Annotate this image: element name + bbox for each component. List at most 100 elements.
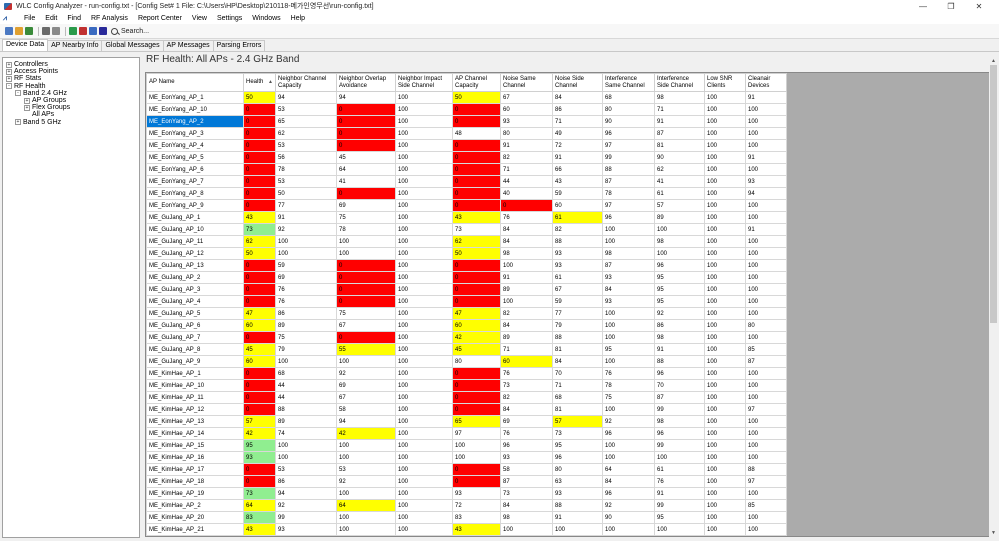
table-row[interactable]: ME_EonYang_AP_10 0 53 0 100 0 60 86 80 71 100 100 [146,103,787,116]
ap-name-cell[interactable]: ME_GuJang_AP_8 [146,343,244,356]
menu-windows[interactable]: Windows [252,14,281,22]
ap-name-cell[interactable]: ME_GuJang_AP_6 [146,319,244,332]
ap-name-cell[interactable]: ME_KimHae_AP_12 [146,403,244,416]
table-row[interactable]: ME_KimHae_AP_19 73 94 100 100 93 73 93 96 91 100 10… [146,487,787,500]
ap-name-cell[interactable]: ME_KimHae_AP_11 [146,391,244,404]
table-row[interactable]: ME_EonYang_AP_5 0 56 45 100 0 82 91 99 90 100 91 [146,151,787,164]
sort-ascending-icon[interactable]: ▲ [268,79,273,86]
table-row[interactable]: ME_KimHae_AP_20 83 99 100 100 83 98 91 90 95 100 10… [146,511,787,524]
ap-name-cell[interactable]: ME_KimHae_AP_17 [146,463,244,476]
tree-item[interactable]: + Controllers [3,61,139,68]
expand-icon[interactable]: + [24,104,30,111]
column-header[interactable]: Neighbor Overlap Avoidance [336,73,396,92]
table-row[interactable]: ME_GuJang_AP_1 43 91 75 100 43 76 61 96 89 100 100 [146,211,787,224]
column-header[interactable]: Noise Side Channel [552,73,603,92]
close-button[interactable]: ✕ [975,1,983,11]
table-row[interactable]: ME_EonYang_AP_4 0 53 0 100 0 91 72 97 81 100 100 [146,139,787,152]
ap-name-cell[interactable]: ME_EonYang_AP_6 [146,163,244,176]
table-row[interactable]: ME_GuJang_AP_7 0 75 0 100 42 89 88 100 98 100 100 [146,331,787,344]
tree-item[interactable]: + AP Groups [3,97,139,104]
table-row[interactable]: ME_GuJang_AP_9 60 100 100 100 80 60 84 100 88 100 8… [146,355,787,368]
menu-edit[interactable]: Edit [45,14,58,22]
ap-name-cell[interactable]: ME_EonYang_AP_7 [146,175,244,188]
ap-name-cell[interactable]: ME_GuJang_AP_11 [146,235,244,248]
tab-ap-nearby-info[interactable]: AP Nearby Info [47,40,103,51]
column-header[interactable]: AP Name [146,73,244,92]
table-row[interactable]: ME_EonYang_AP_6 0 78 64 100 0 71 66 88 62 100 100 [146,163,787,176]
table-row[interactable]: ME_GuJang_AP_6 60 89 67 100 60 84 79 100 86 100 80 [146,319,787,332]
tree-item[interactable]: + Flex Groups [3,104,139,111]
ap-name-cell[interactable]: ME_KimHae_AP_15 [146,439,244,452]
table-row[interactable]: ME_EonYang_AP_9 0 77 69 100 0 0 60 97 57 100 100 [146,199,787,212]
column-header[interactable]: Interference Side Channel [654,73,705,92]
preview-icon[interactable] [52,27,60,35]
ap-name-cell[interactable]: ME_GuJang_AP_9 [146,355,244,368]
analysis-icon[interactable] [89,27,97,35]
ap-name-cell[interactable]: ME_GuJang_AP_10 [146,223,244,236]
table-row[interactable]: ME_EonYang_AP_1 50 94 94 100 50 67 84 68 98 100 91 [146,91,787,104]
report-icon[interactable] [79,27,87,35]
save-icon[interactable] [25,27,33,35]
column-header[interactable]: ▲ Health [243,73,276,92]
tree-item[interactable]: + RF Stats [3,75,139,82]
menu-report-center[interactable]: Report Center [137,14,182,22]
ap-name-cell[interactable]: ME_EonYang_AP_3 [146,127,244,140]
scrollbar-thumb[interactable] [990,65,997,323]
table-row[interactable]: ME_KimHae_AP_2 64 92 64 100 72 84 88 92 99 100 85 [146,499,787,512]
tab-parsing-errors[interactable]: Parsing Errors [212,40,266,51]
table-row[interactable]: ME_KimHae_AP_10 0 44 69 100 0 73 71 78 70 100 100 [146,379,787,392]
tab-device-data[interactable]: Device Data [2,39,49,51]
column-header[interactable]: Interference Same Channel [602,73,655,92]
table-row[interactable]: ME_GuJang_AP_13 0 59 0 100 0 100 93 87 96 100 100 [146,259,787,272]
ap-name-cell[interactable]: ME_KimHae_AP_19 [146,487,244,500]
table-row[interactable]: ME_GuJang_AP_4 0 76 0 100 0 100 59 93 95 100 100 [146,295,787,308]
collapse-icon[interactable]: - [15,90,21,97]
ap-name-cell[interactable]: ME_GuJang_AP_4 [146,295,244,308]
ap-name-cell[interactable]: ME_KimHae_AP_13 [146,415,244,428]
search-button[interactable]: Search... [111,27,149,35]
table-row[interactable]: ME_KimHae_AP_1 0 68 92 100 0 76 70 76 96 100 100 [146,367,787,380]
tree-item[interactable]: + Access Points [3,68,139,75]
new-file-icon[interactable] [5,27,13,35]
ap-name-cell[interactable]: ME_GuJang_AP_3 [146,283,244,296]
table-row[interactable]: ME_GuJang_AP_11 62 100 100 100 62 84 88 100 98 100… [146,235,787,248]
ap-name-cell[interactable]: ME_EonYang_AP_4 [146,139,244,152]
ap-name-cell[interactable]: ME_KimHae_AP_14 [146,427,244,440]
ap-name-cell[interactable]: ME_KimHae_AP_20 [146,511,244,524]
ap-name-cell[interactable]: ME_EonYang_AP_9 [146,199,244,212]
table-row[interactable]: ME_KimHae_AP_21 43 93 100 100 43 100 100 100 100 1… [146,523,787,536]
table-row[interactable]: ME_EonYang_AP_2 0 65 0 100 0 93 71 90 91 100 100 [146,115,787,128]
table-row[interactable]: ME_EonYang_AP_3 0 62 0 100 48 80 49 96 87 100 100 [146,127,787,140]
tree-item[interactable]: - Band 2.4 GHz [3,90,139,97]
menu-find[interactable]: Find [67,14,81,22]
expand-icon[interactable]: + [6,75,12,82]
tree-item[interactable]: - RF Health [3,83,139,90]
table-row[interactable]: ME_KimHae_AP_17 0 53 53 100 0 58 80 64 61 100 88 [146,463,787,476]
refresh-icon[interactable] [69,27,77,35]
table-row[interactable]: ME_GuJang_AP_10 73 92 78 100 73 84 82 100 100 100 9… [146,223,787,236]
tab-global-messages[interactable]: Global Messages [101,40,164,51]
table-row[interactable]: ME_KimHae_AP_18 0 86 92 100 0 87 63 84 76 100 97 [146,475,787,488]
ap-name-cell[interactable]: ME_KimHae_AP_16 [146,451,244,464]
tab-ap-messages[interactable]: AP Messages [162,40,214,51]
vertical-scrollbar[interactable]: ▲ ▼ [989,57,998,537]
column-header[interactable]: Neighbor Channel Capacity [275,73,337,92]
export-icon[interactable] [99,27,107,35]
ap-name-cell[interactable]: ME_EonYang_AP_1 [146,91,244,104]
ap-name-cell[interactable]: ME_EonYang_AP_10 [146,103,244,116]
scroll-up-icon[interactable]: ▲ [991,58,996,64]
maximize-button[interactable]: ❐ [947,1,955,11]
expand-icon[interactable]: + [6,68,12,75]
expand-icon[interactable]: + [24,97,30,104]
column-header[interactable]: Noise Same Channel [500,73,553,92]
ap-name-cell[interactable]: ME_KimHae_AP_18 [146,475,244,488]
menu-rf-analysis[interactable]: RF Analysis [90,14,128,22]
ap-name-cell[interactable]: ME_GuJang_AP_2 [146,271,244,284]
table-row[interactable]: ME_KimHae_AP_12 0 88 58 100 0 84 81 100 99 100 97 [146,403,787,416]
ap-name-cell[interactable]: ME_EonYang_AP_8 [146,187,244,200]
ap-name-cell[interactable]: ME_GuJang_AP_12 [146,247,244,260]
table-row[interactable]: ME_GuJang_AP_8 45 79 55 100 45 71 81 95 91 100 85 [146,343,787,356]
ap-name-cell[interactable]: ME_GuJang_AP_7 [146,331,244,344]
ap-name-cell[interactable]: ME_KimHae_AP_2 [146,499,244,512]
table-row[interactable]: ME_EonYang_AP_7 0 53 41 100 0 44 43 87 41 100 93 [146,175,787,188]
